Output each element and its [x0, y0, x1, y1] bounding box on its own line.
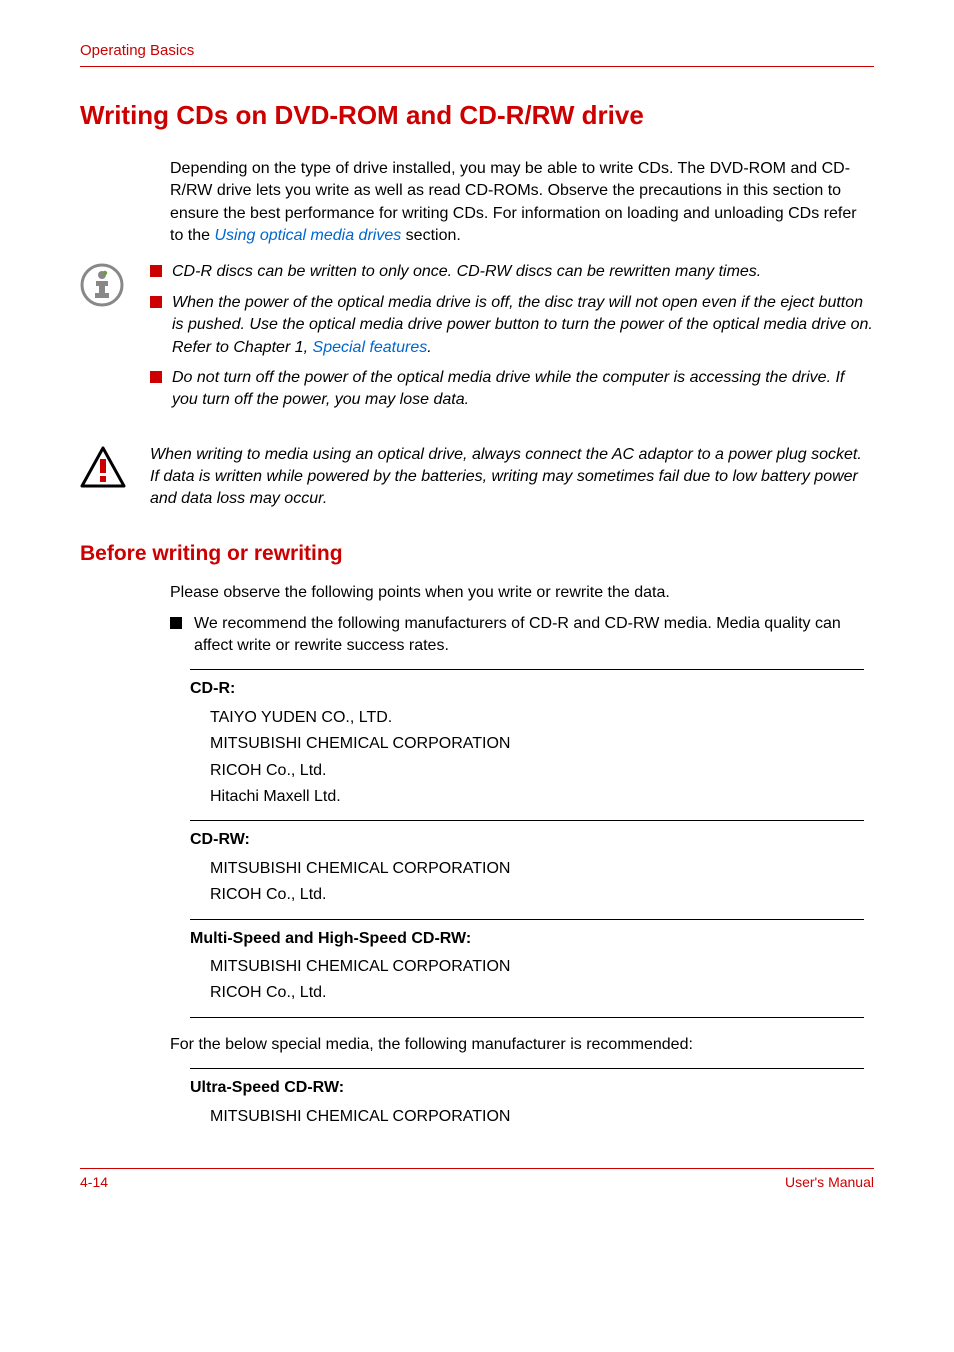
note-bullet-3: Do not turn off the power of the optical… — [150, 367, 874, 412]
bullet-icon — [150, 371, 162, 383]
cdrw-label: CD-RW: — [190, 829, 864, 851]
header-section-label: Operating Basics — [80, 42, 194, 59]
divider — [190, 1068, 864, 1069]
list-item: Hitachi Maxell Ltd. — [210, 786, 864, 808]
note-text-2: When the power of the optical media driv… — [172, 292, 874, 359]
footer-label: User's Manual — [785, 1173, 874, 1193]
divider — [190, 919, 864, 920]
bullet-icon — [150, 296, 162, 308]
list-item: RICOH Co., Ltd. — [210, 982, 864, 1004]
main-title: Writing CDs on DVD-ROM and CD-R/RW drive — [80, 97, 874, 133]
bullet-icon — [150, 265, 162, 277]
caution-icon — [80, 444, 150, 488]
note-text-3: Do not turn off the power of the optical… — [172, 367, 874, 412]
cdr-label: CD-R: — [190, 678, 864, 700]
body-intro: Please observe the following points when… — [170, 582, 874, 604]
note2-link[interactable]: Special features — [313, 339, 428, 356]
footer-page-number: 4-14 — [80, 1173, 108, 1193]
special-note: For the below special media, the followi… — [170, 1034, 874, 1056]
list-item: MITSUBISHI CHEMICAL CORPORATION — [210, 858, 864, 880]
note-text-1: CD-R discs can be written to only once. … — [172, 261, 874, 283]
list-item: MITSUBISHI CHEMICAL CORPORATION — [210, 956, 864, 978]
note2-before: When the power of the optical media driv… — [172, 294, 873, 356]
list-item: MITSUBISHI CHEMICAL CORPORATION — [210, 1106, 864, 1128]
ultra-label: Ultra-Speed CD-RW: — [190, 1077, 864, 1099]
intro-link[interactable]: Using optical media drives — [214, 227, 401, 244]
info-icon — [80, 261, 150, 307]
caution-text: When writing to media using an optical d… — [150, 444, 874, 511]
list-item: RICOH Co., Ltd. — [210, 884, 864, 906]
divider — [190, 820, 864, 821]
note2-after: . — [427, 339, 431, 356]
multi-label: Multi-Speed and High-Speed CD-RW: — [190, 928, 864, 950]
divider — [190, 1017, 864, 1018]
page-header: Operating Basics — [80, 40, 874, 67]
list-item: RICOH Co., Ltd. — [210, 760, 864, 782]
intro-paragraph: Depending on the type of drive installed… — [170, 158, 874, 248]
body-bullet-text: We recommend the following manufacturers… — [194, 613, 874, 658]
intro-after: section. — [401, 227, 461, 244]
note-bullet-1: CD-R discs can be written to only once. … — [150, 261, 874, 283]
list-item: MITSUBISHI CHEMICAL CORPORATION — [210, 733, 864, 755]
list-item: TAIYO YUDEN CO., LTD. — [210, 707, 864, 729]
cdrw-list: MITSUBISHI CHEMICAL CORPORATION RICOH Co… — [210, 858, 864, 907]
note-bullet-2: When the power of the optical media driv… — [150, 292, 874, 359]
divider — [190, 669, 864, 670]
note-content: CD-R discs can be written to only once. … — [150, 261, 874, 419]
bullet-icon — [170, 617, 182, 629]
multi-list: MITSUBISHI CHEMICAL CORPORATION RICOH Co… — [210, 956, 864, 1005]
caution-block: When writing to media using an optical d… — [80, 444, 874, 511]
sub-title: Before writing or rewriting — [80, 539, 874, 568]
media-section: CD-R: TAIYO YUDEN CO., LTD. MITSUBISHI C… — [190, 669, 864, 1017]
cdr-list: TAIYO YUDEN CO., LTD. MITSUBISHI CHEMICA… — [210, 707, 864, 809]
ultra-section: Ultra-Speed CD-RW: MITSUBISHI CHEMICAL C… — [190, 1068, 864, 1128]
note-block: CD-R discs can be written to only once. … — [80, 261, 874, 419]
body-bullet-row: We recommend the following manufacturers… — [170, 613, 874, 658]
ultra-list: MITSUBISHI CHEMICAL CORPORATION — [210, 1106, 864, 1128]
page-footer: 4-14 User's Manual — [80, 1168, 874, 1193]
